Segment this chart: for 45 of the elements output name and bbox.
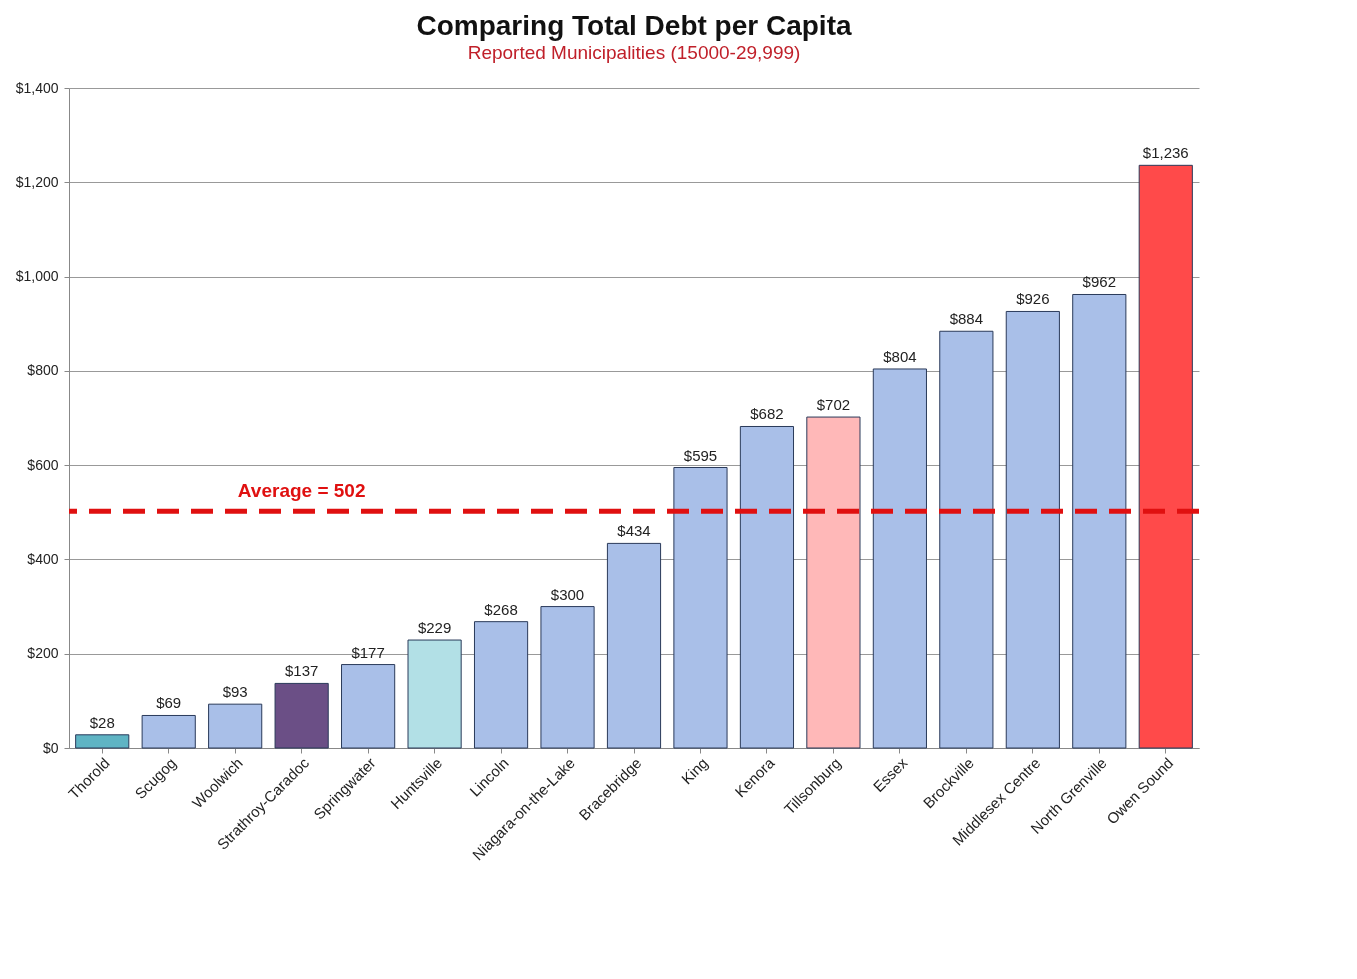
data-label: $69 <box>156 694 182 712</box>
bar <box>739 425 795 749</box>
bar <box>75 734 130 749</box>
bar <box>1072 293 1127 749</box>
data-label: $93 <box>222 683 248 701</box>
data-label: $926 <box>1016 290 1050 308</box>
bar <box>939 330 994 749</box>
data-label: $962 <box>1082 273 1116 291</box>
bar <box>341 664 396 749</box>
data-label: $884 <box>949 310 984 328</box>
data-label: $804 <box>883 347 917 365</box>
bar <box>872 368 927 749</box>
y-tick-label: $1,200 <box>15 173 59 190</box>
bar <box>806 416 861 749</box>
bar <box>1005 310 1060 749</box>
y-tick-label: $400 <box>27 550 59 567</box>
y-tick-label: $1,000 <box>15 268 59 285</box>
data-label: $268 <box>484 600 518 618</box>
bar <box>1138 164 1193 749</box>
y-tick-label: $800 <box>27 362 59 379</box>
y-tick-label: $0 <box>42 739 59 756</box>
y-tick-label: $1,400 <box>15 79 59 96</box>
chart-title: Comparing Total Debt per Capita <box>416 10 852 41</box>
bar <box>208 703 263 749</box>
bar <box>540 606 595 749</box>
bar <box>473 621 529 749</box>
data-label: $702 <box>816 396 851 414</box>
data-label: $1,236 <box>1142 144 1189 162</box>
bar <box>606 542 662 749</box>
data-label: $229 <box>417 619 452 637</box>
data-label: $682 <box>750 405 784 423</box>
y-tick-label: $600 <box>27 456 59 473</box>
data-label: $300 <box>550 585 585 603</box>
bar <box>673 467 728 749</box>
bar <box>141 714 196 749</box>
data-label: $434 <box>617 522 651 540</box>
data-label: $177 <box>351 643 385 661</box>
data-label: $595 <box>683 446 718 464</box>
ref-line-label: Average = 502 <box>237 480 366 502</box>
chart-subtitle: Reported Municipalities (15000-29,999) <box>467 42 801 63</box>
data-label: $28 <box>89 713 115 731</box>
bar <box>274 682 329 749</box>
data-label: $137 <box>284 662 319 680</box>
y-tick-label: $200 <box>27 645 59 662</box>
bar <box>407 639 462 749</box>
